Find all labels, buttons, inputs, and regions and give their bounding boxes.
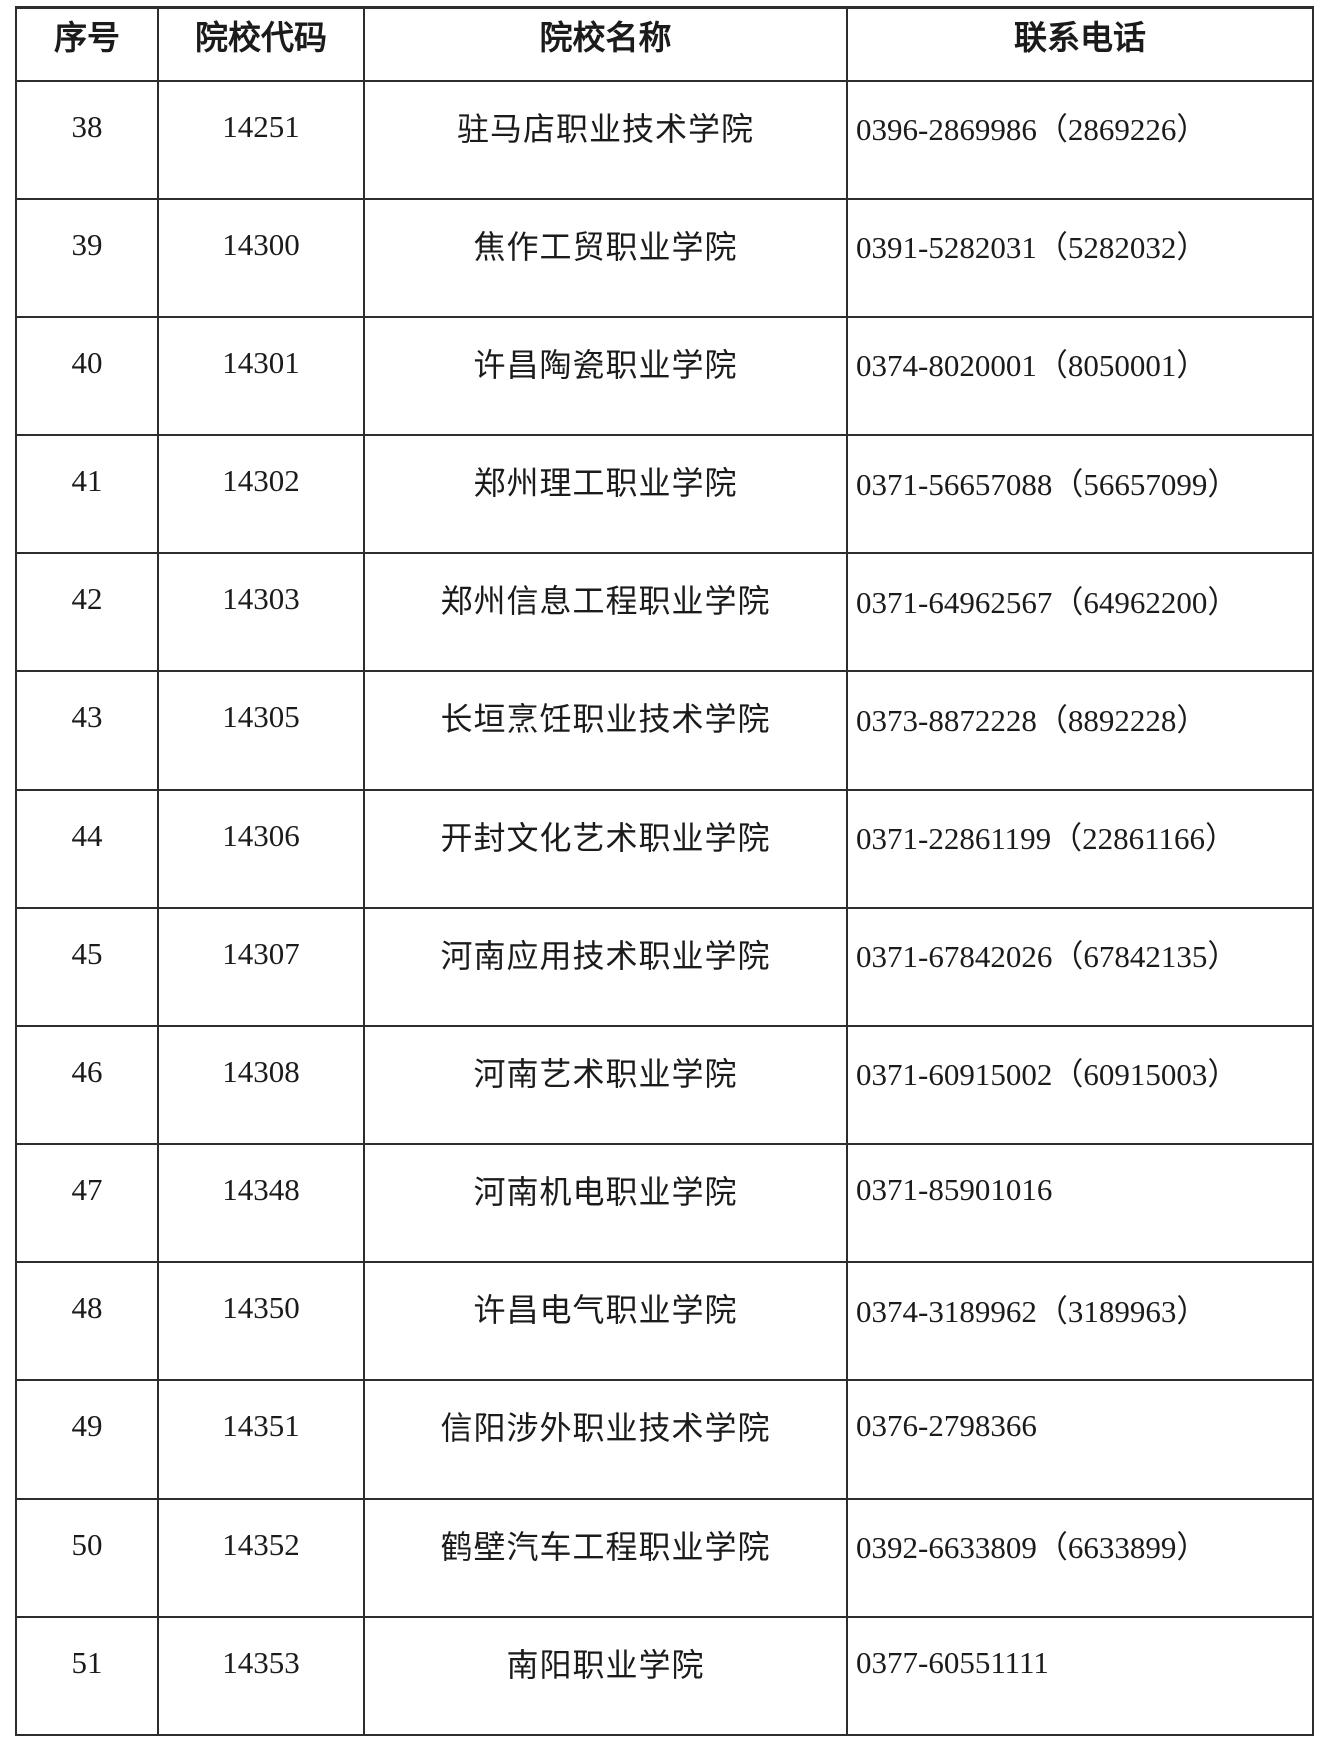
contact-phone-cell: 0371-85901016 xyxy=(846,1143,1314,1264)
serial-number-cell: 40 xyxy=(15,315,159,437)
serial-number-cell: 41 xyxy=(15,434,159,555)
college-name-cell: 南阳职业学院 xyxy=(363,1615,848,1737)
college-name-cell: 河南应用技术职业学院 xyxy=(363,906,848,1027)
table-row: 47 14348 河南机电职业学院 0371-85901016 xyxy=(15,1143,1314,1264)
contact-phone-cell: 0377-60551111 xyxy=(846,1615,1314,1737)
table-row: 51 14353 南阳职业学院 0377-60551111 xyxy=(15,1615,1314,1737)
serial-number-cell: 39 xyxy=(15,197,159,318)
serial-number-cell: 48 xyxy=(15,1261,159,1382)
college-name-cell: 开封文化艺术职业学院 xyxy=(363,788,848,909)
contact-phone-cell: 0373-8872228（8892228） xyxy=(846,670,1314,791)
college-code-cell: 14301 xyxy=(157,315,365,437)
college-name-cell: 驻马店职业技术学院 xyxy=(363,79,848,200)
contact-phone-cell: 0371-67842026（67842135） xyxy=(846,906,1314,1027)
serial-number-cell: 43 xyxy=(15,670,159,791)
table-row: 50 14352 鹤壁汽车工程职业学院 0392-6633809（6633899… xyxy=(15,1497,1314,1618)
table-header: 序号 院校代码 院校名称 联系电话 xyxy=(15,6,1314,82)
table-row: 41 14302 郑州理工职业学院 0371-56657088（56657099… xyxy=(15,434,1314,555)
contact-phone-cell: 0371-22861199（22861166） xyxy=(846,788,1314,909)
column-header-serial: 序号 xyxy=(15,6,159,82)
table-row: 42 14303 郑州信息工程职业学院 0371-64962567（649622… xyxy=(15,552,1314,673)
college-code-cell: 14305 xyxy=(157,670,365,791)
serial-number-cell: 49 xyxy=(15,1379,159,1500)
college-name-cell: 鹤壁汽车工程职业学院 xyxy=(363,1497,848,1618)
table-row: 46 14308 河南艺术职业学院 0371-60915002（60915003… xyxy=(15,1024,1314,1146)
table-row: 48 14350 许昌电气职业学院 0374-3189962（3189963） xyxy=(15,1261,1314,1382)
contact-phone-cell: 0371-64962567（64962200） xyxy=(846,552,1314,673)
college-name-cell: 河南机电职业学院 xyxy=(363,1143,848,1264)
serial-number-cell: 47 xyxy=(15,1143,159,1264)
college-code-cell: 14348 xyxy=(157,1143,365,1264)
contact-phone-cell: 0374-3189962（3189963） xyxy=(846,1261,1314,1382)
contact-phone-cell: 0391-5282031（5282032） xyxy=(846,197,1314,318)
college-name-cell: 焦作工贸职业学院 xyxy=(363,197,848,318)
table-row: 43 14305 长垣烹饪职业技术学院 0373-8872228（8892228… xyxy=(15,670,1314,791)
contact-phone-cell: 0396-2869986（2869226） xyxy=(846,79,1314,200)
college-name-cell: 许昌陶瓷职业学院 xyxy=(363,315,848,437)
table-body: 38 14251 驻马店职业技术学院 0396-2869986（2869226）… xyxy=(15,79,1314,1737)
serial-number-cell: 50 xyxy=(15,1497,159,1618)
college-code-cell: 14308 xyxy=(157,1024,365,1146)
column-header-contact-phone: 联系电话 xyxy=(846,6,1314,82)
college-code-cell: 14300 xyxy=(157,197,365,318)
colleges-table: 序号 院校代码 院校名称 联系电话 38 14251 驻马店职业技术学院 039… xyxy=(15,6,1314,1737)
table-row: 44 14306 开封文化艺术职业学院 0371-22861199（228611… xyxy=(15,788,1314,909)
college-name-cell: 长垣烹饪职业技术学院 xyxy=(363,670,848,791)
college-name-cell: 郑州理工职业学院 xyxy=(363,434,848,555)
contact-phone-cell: 0374-8020001（8050001） xyxy=(846,315,1314,437)
column-header-college-name: 院校名称 xyxy=(363,6,848,82)
college-code-cell: 14251 xyxy=(157,79,365,200)
college-name-cell: 河南艺术职业学院 xyxy=(363,1024,848,1146)
college-code-cell: 14350 xyxy=(157,1261,365,1382)
college-code-cell: 14352 xyxy=(157,1497,365,1618)
college-name-cell: 许昌电气职业学院 xyxy=(363,1261,848,1382)
contact-phone-cell: 0392-6633809（6633899） xyxy=(846,1497,1314,1618)
college-code-cell: 14351 xyxy=(157,1379,365,1500)
table-row: 40 14301 许昌陶瓷职业学院 0374-8020001（8050001） xyxy=(15,315,1314,437)
college-code-cell: 14306 xyxy=(157,788,365,909)
serial-number-cell: 42 xyxy=(15,552,159,673)
table-row: 38 14251 驻马店职业技术学院 0396-2869986（2869226） xyxy=(15,79,1314,200)
serial-number-cell: 44 xyxy=(15,788,159,909)
college-code-cell: 14307 xyxy=(157,906,365,1027)
column-header-college-code: 院校代码 xyxy=(157,6,365,82)
serial-number-cell: 45 xyxy=(15,906,159,1027)
header-row: 序号 院校代码 院校名称 联系电话 xyxy=(15,6,1314,82)
serial-number-cell: 38 xyxy=(15,79,159,200)
table-row: 39 14300 焦作工贸职业学院 0391-5282031（5282032） xyxy=(15,197,1314,318)
serial-number-cell: 46 xyxy=(15,1024,159,1146)
contact-phone-cell: 0371-60915002（60915003） xyxy=(846,1024,1314,1146)
college-code-cell: 14303 xyxy=(157,552,365,673)
college-code-cell: 14302 xyxy=(157,434,365,555)
contact-phone-cell: 0371-56657088（56657099） xyxy=(846,434,1314,555)
table-row: 45 14307 河南应用技术职业学院 0371-67842026（678421… xyxy=(15,906,1314,1027)
serial-number-cell: 51 xyxy=(15,1615,159,1737)
college-name-cell: 信阳涉外职业技术学院 xyxy=(363,1379,848,1500)
contact-phone-cell: 0376-2798366 xyxy=(846,1379,1314,1500)
college-code-cell: 14353 xyxy=(157,1615,365,1737)
table-row: 49 14351 信阳涉外职业技术学院 0376-2798366 xyxy=(15,1379,1314,1500)
college-name-cell: 郑州信息工程职业学院 xyxy=(363,552,848,673)
